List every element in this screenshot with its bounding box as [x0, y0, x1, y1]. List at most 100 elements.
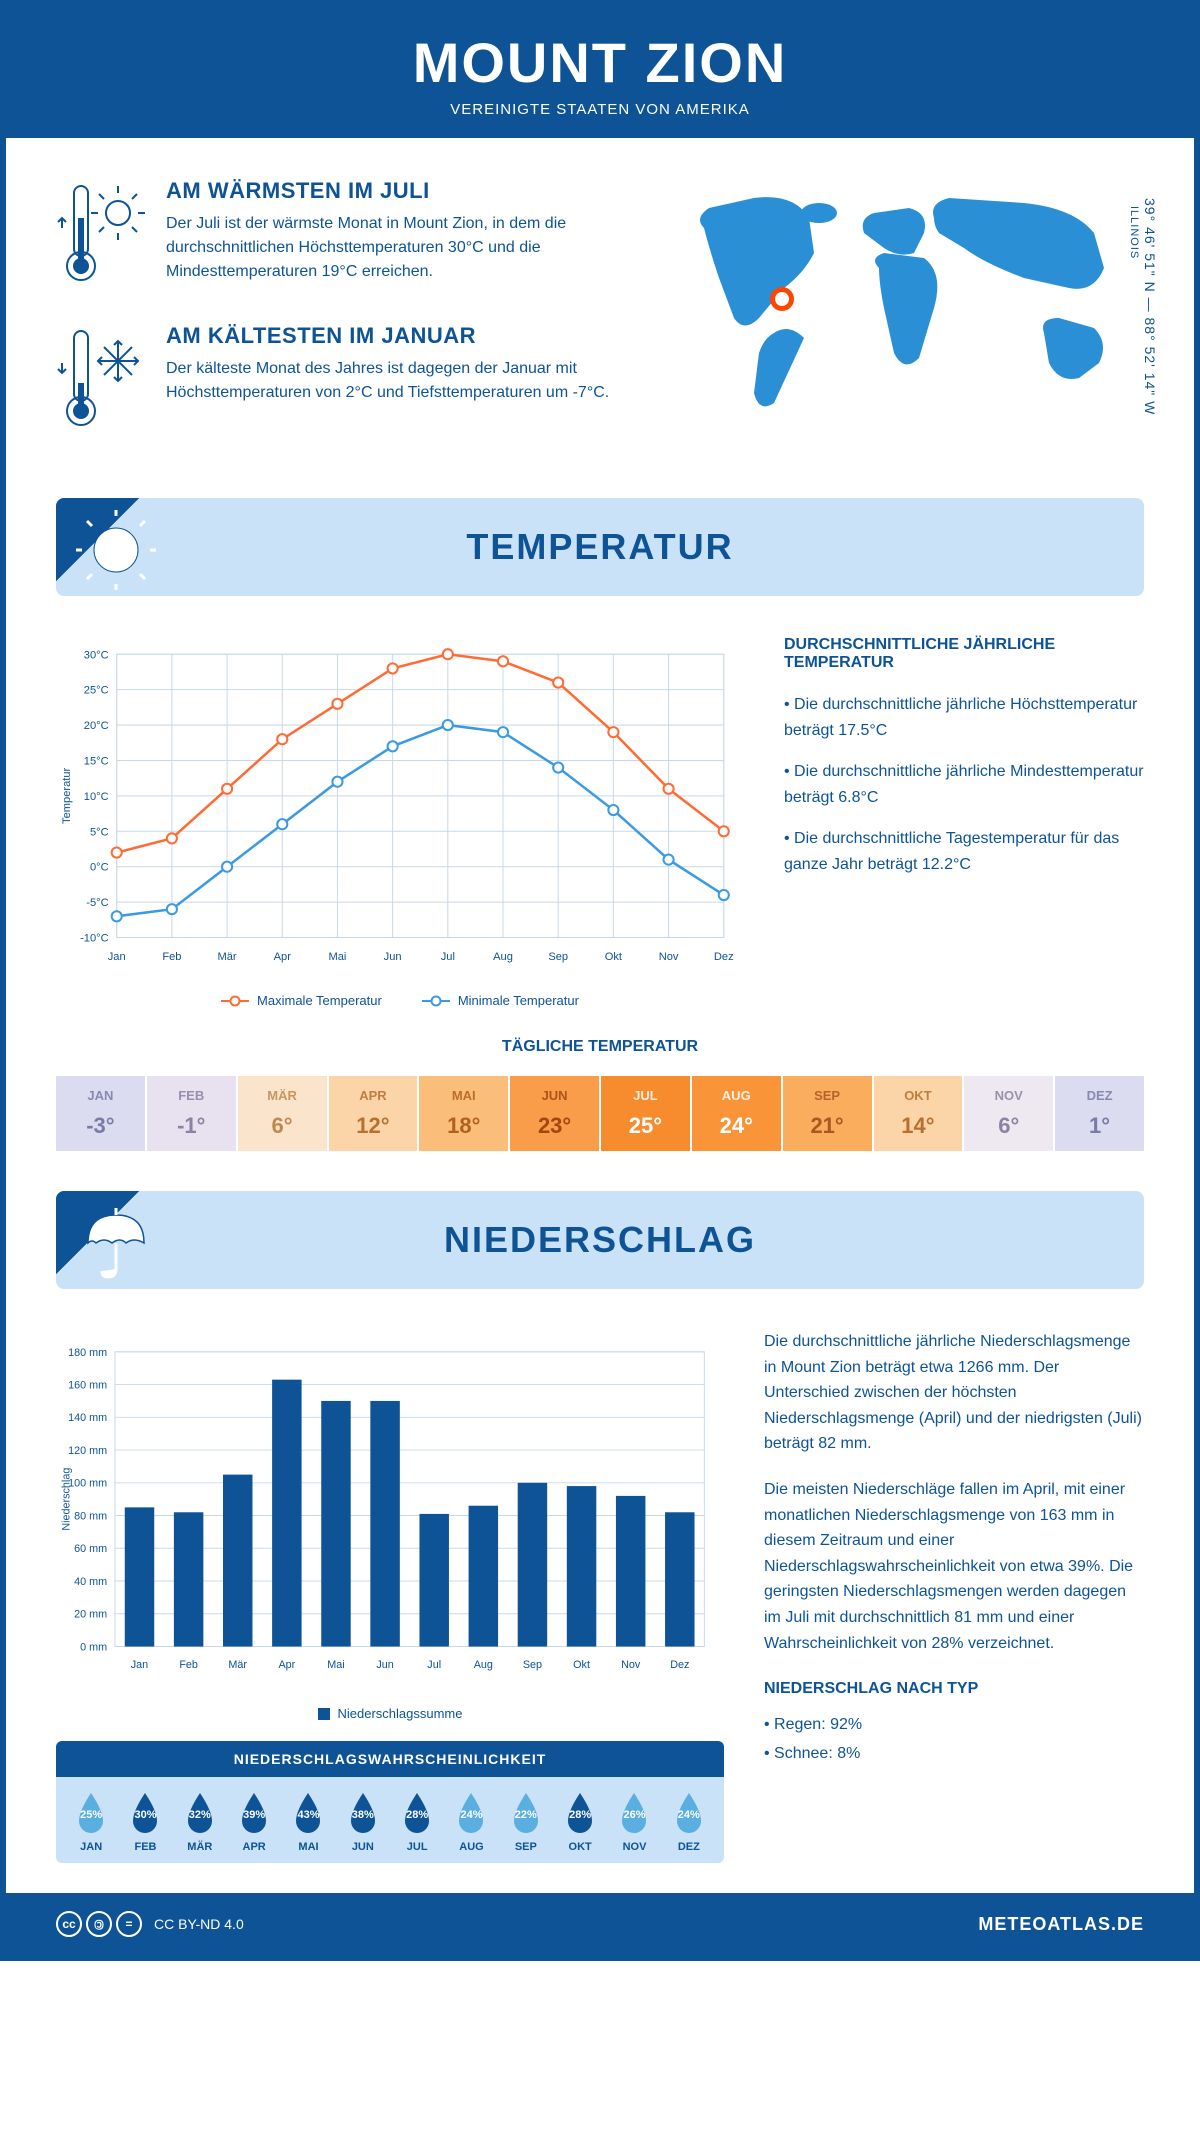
svg-text:Apr: Apr [274, 951, 292, 963]
svg-text:Feb: Feb [179, 1659, 198, 1671]
cc-icon: cc [56, 1911, 82, 1937]
legend-precip-label: Niederschlagssumme [338, 1706, 463, 1721]
daily-temp-cell: MÄR6° [238, 1076, 327, 1151]
legend-max: Maximale Temperatur [221, 993, 382, 1008]
infographic-page: MOUNT ZION VEREINIGTE STAATEN VON AMERIK… [0, 0, 1200, 1961]
svg-text:Apr: Apr [278, 1659, 295, 1671]
daily-temp-cell: JUL25° [601, 1076, 690, 1151]
svg-text:40 mm: 40 mm [74, 1576, 107, 1588]
precip-type-item: • Regen: 92% [764, 1712, 1144, 1738]
svg-text:Aug: Aug [474, 1659, 493, 1671]
temp-info: DURCHSCHNITTLICHE JÄHRLICHE TEMPERATUR •… [784, 636, 1144, 1008]
intro-section: AM WÄRMSTEN IM JULI Der Juli ist der wär… [6, 138, 1194, 498]
svg-text:80 mm: 80 mm [74, 1510, 107, 1522]
precip-legend: Niederschlagssumme [56, 1706, 724, 1721]
prob-cell: 24%AUG [444, 1791, 498, 1853]
fact-warm-text: AM WÄRMSTEN IM JULI Der Juli ist der wär… [166, 178, 624, 293]
cc-icons: cc 🄯 = [56, 1911, 142, 1937]
prob-cell: 24%DEZ [662, 1791, 716, 1853]
precip-banner-title: NIEDERSCHLAG [56, 1219, 1144, 1261]
prob-cell: 28%JUL [390, 1791, 444, 1853]
svg-text:Mai: Mai [327, 1659, 344, 1671]
precipitation-probability: NIEDERSCHLAGSWAHRSCHEINLICHKEIT 25%JAN30… [56, 1741, 724, 1863]
precip-text-2: Die meisten Niederschläge fallen im Apri… [764, 1477, 1144, 1656]
intro-facts: AM WÄRMSTEN IM JULI Der Juli ist der wär… [56, 178, 624, 468]
precipitation-bar-chart: 0 mm 20 mm 40 mm 60 mm 80 mm 100 mm 120 mm 140 … [56, 1329, 724, 1689]
svg-text:-5°C: -5°C [86, 897, 108, 909]
thermometer-sun-icon [56, 178, 146, 293]
svg-text:20°C: 20°C [84, 720, 109, 732]
svg-text:15°C: 15°C [84, 756, 109, 768]
prob-cell: 26%NOV [607, 1791, 661, 1853]
temperature-banner: TEMPERATUR [56, 498, 1144, 596]
precip-type-title: NIEDERSCHLAG NACH TYP [764, 1676, 1144, 1702]
fact-warm-body: Der Juli ist der wärmste Monat in Mount … [166, 212, 624, 284]
prob-title: NIEDERSCHLAGSWAHRSCHEINLICHKEIT [56, 1741, 724, 1777]
fact-coldest: AM KÄLTESTEN IM JANUAR Der kälteste Mona… [56, 323, 624, 438]
svg-text:-10°C: -10°C [80, 933, 109, 945]
legend-max-label: Maximale Temperatur [257, 993, 382, 1008]
svg-text:120 mm: 120 mm [68, 1445, 107, 1457]
coordinates: 39° 46' 51" N — 88° 52' 14" W ILLINOIS [1126, 198, 1158, 468]
precip-text-1: Die durchschnittliche jährliche Niedersc… [764, 1329, 1144, 1457]
svg-text:10°C: 10°C [84, 791, 109, 803]
temperature-section: -10°C-5°C0°C5°C10°C15°C20°C25°C30°CJanFe… [6, 596, 1194, 1028]
svg-text:Jan: Jan [131, 1659, 148, 1671]
license-text: CC BY-ND 4.0 [154, 1916, 244, 1932]
daily-temp-cell: FEB-1° [147, 1076, 236, 1151]
daily-temp-cell: OKT14° [874, 1076, 963, 1151]
svg-text:60 mm: 60 mm [74, 1543, 107, 1555]
thermometer-snow-icon [56, 323, 146, 438]
precip-info: Die durchschnittliche jährliche Niedersc… [764, 1329, 1144, 1863]
prob-cell: 39%APR [227, 1791, 281, 1853]
daily-temp-cell: SEP21° [783, 1076, 872, 1151]
svg-text:Nov: Nov [621, 1659, 641, 1671]
fact-cold-title: AM KÄLTESTEN IM JANUAR [166, 323, 624, 349]
prob-cell: 22%SEP [499, 1791, 553, 1853]
svg-text:Mär: Mär [218, 951, 237, 963]
location-marker [770, 287, 794, 311]
svg-text:Jul: Jul [427, 1659, 441, 1671]
footer-license: cc 🄯 = CC BY-ND 4.0 [56, 1911, 244, 1937]
daily-temp-cell: JUN23° [510, 1076, 599, 1151]
precip-chart-container: 0 mm 20 mm 40 mm 60 mm 80 mm 100 mm 120 mm 140 … [56, 1329, 724, 1863]
temp-info-title: DURCHSCHNITTLICHE JÄHRLICHE TEMPERATUR [784, 636, 1144, 672]
daily-temp-cell: APR12° [329, 1076, 418, 1151]
svg-text:Okt: Okt [605, 951, 622, 963]
temp-banner-title: TEMPERATUR [56, 526, 1144, 568]
header-wrapper: MOUNT ZION VEREINIGTE STAATEN VON AMERIK… [6, 6, 1194, 138]
daily-temp-title: TÄGLICHE TEMPERATUR [56, 1038, 1144, 1056]
legend-min-label: Minimale Temperatur [458, 993, 579, 1008]
sun-icon [56, 498, 196, 596]
legend-min: Minimale Temperatur [422, 993, 579, 1008]
prob-cell: 28%OKT [553, 1791, 607, 1853]
umbrella-icon [56, 1191, 196, 1289]
daily-temp-cell: DEZ1° [1055, 1076, 1144, 1151]
prob-cell: 43%MAI [281, 1791, 335, 1853]
title: MOUNT ZION [6, 30, 1194, 95]
svg-text:Nov: Nov [659, 951, 679, 963]
legend-precip: Niederschlagssumme [318, 1706, 463, 1721]
svg-text:Niederschlag: Niederschlag [61, 1468, 73, 1531]
svg-text:Jan: Jan [108, 951, 126, 963]
footer-site: METEOATLAS.DE [978, 1914, 1144, 1935]
daily-temp-cell: NOV6° [964, 1076, 1053, 1151]
svg-text:160 mm: 160 mm [68, 1379, 107, 1391]
svg-text:180 mm: 180 mm [68, 1347, 107, 1359]
svg-text:0 mm: 0 mm [80, 1641, 107, 1653]
page-header: MOUNT ZION VEREINIGTE STAATEN VON AMERIK… [6, 6, 1194, 138]
fact-warm-title: AM WÄRMSTEN IM JULI [166, 178, 624, 204]
temp-bullet: • Die durchschnittliche Tagestemperatur … [784, 826, 1144, 877]
svg-text:Jul: Jul [441, 951, 455, 963]
svg-text:Jun: Jun [384, 951, 402, 963]
svg-text:Sep: Sep [548, 951, 568, 963]
svg-text:20 mm: 20 mm [74, 1609, 107, 1621]
svg-text:Mär: Mär [228, 1659, 247, 1671]
svg-text:140 mm: 140 mm [68, 1412, 107, 1424]
svg-text:Dez: Dez [670, 1659, 689, 1671]
svg-text:Okt: Okt [573, 1659, 590, 1671]
fact-warmest: AM WÄRMSTEN IM JULI Der Juli ist der wär… [56, 178, 624, 293]
svg-text:100 mm: 100 mm [68, 1478, 107, 1490]
precipitation-section: 0 mm 20 mm 40 mm 60 mm 80 mm 100 mm 120 mm 140 … [6, 1289, 1194, 1893]
svg-text:Aug: Aug [493, 951, 513, 963]
